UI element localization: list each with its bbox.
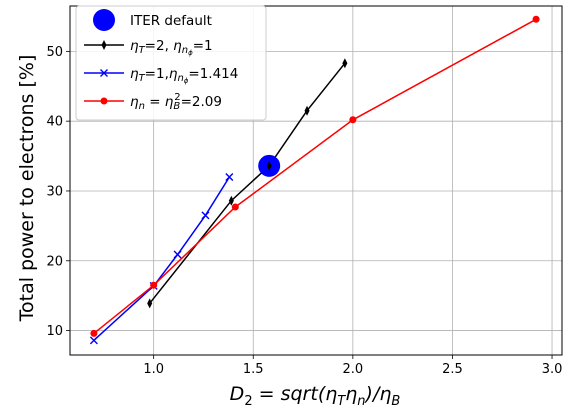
legend-label-black: ηT=2, ηnϕ=1: [130, 38, 213, 57]
legend-label-blue: ηT=1,ηnϕ=1.414: [130, 66, 238, 85]
y-tick-label: 30: [46, 184, 63, 199]
legend-marker-red-circle: [100, 97, 108, 105]
x-label-prefix: D: [230, 383, 245, 405]
y-tick-label: 10: [46, 324, 63, 339]
plot-frame: [69, 5, 563, 356]
x-label-close: )/η: [364, 383, 392, 405]
data-point-circle: [90, 329, 98, 337]
data-point-x: [173, 250, 182, 259]
data-point-diamond: [342, 58, 348, 69]
y-tick-label: 20: [46, 254, 63, 269]
x-tick-label: 1.5: [243, 362, 264, 377]
legend-label-iter-default: ITER default: [130, 13, 212, 29]
x-axis-label: D2 = sqrt(ηTηn)/ηB: [230, 383, 401, 409]
x-tick-label: 1.0: [143, 362, 164, 377]
x-label-prefix-sub: 2: [244, 394, 252, 409]
legend-marker-iter-default: [93, 9, 115, 31]
data-point-circle: [349, 116, 357, 124]
legend: ITER default ηT=2, ηnϕ=1 ηT=1,ηnϕ=1.414 …: [75, 5, 267, 121]
x-tick-label: 2.0: [343, 362, 364, 377]
data-point-circle: [150, 281, 158, 289]
x-label-eta2: η: [345, 383, 357, 405]
x-label-sub1: T: [337, 394, 346, 409]
data-point-diamond: [228, 195, 234, 206]
legend-marker-blue-x: [100, 69, 108, 77]
series-layer: [89, 15, 540, 345]
x-label-sub3: B: [391, 394, 400, 409]
data-point-diamond-overlay: [266, 160, 272, 171]
data-point-x: [201, 211, 210, 220]
legend-label-red: ηn = ηB2=2.09: [130, 92, 222, 112]
y-tick-label: 50: [46, 45, 63, 60]
y-axis-label: Total power to electrons [%]: [16, 55, 38, 323]
x-tick-label: 2.5: [442, 362, 463, 377]
legend-marker-black-diamond: [101, 40, 107, 50]
series-line-1: [93, 176, 231, 341]
data-point-circle: [532, 15, 540, 23]
data-point-circle: [231, 203, 239, 211]
data-point-diamond: [304, 105, 310, 116]
legend-box: [75, 5, 267, 121]
y-tick-label: 40: [46, 115, 63, 130]
data-point-x: [225, 173, 234, 182]
data-point-x: [89, 336, 98, 345]
x-tick-label: 3.0: [542, 362, 563, 377]
data-point-diamond: [147, 298, 153, 309]
x-label-mid: = sqrt(η: [253, 383, 338, 405]
axis-ticks: 1.0 1.5 2.0 2.5 3.0 10 20 30 40 50: [46, 45, 562, 377]
x-label-sub2: n: [357, 394, 365, 409]
